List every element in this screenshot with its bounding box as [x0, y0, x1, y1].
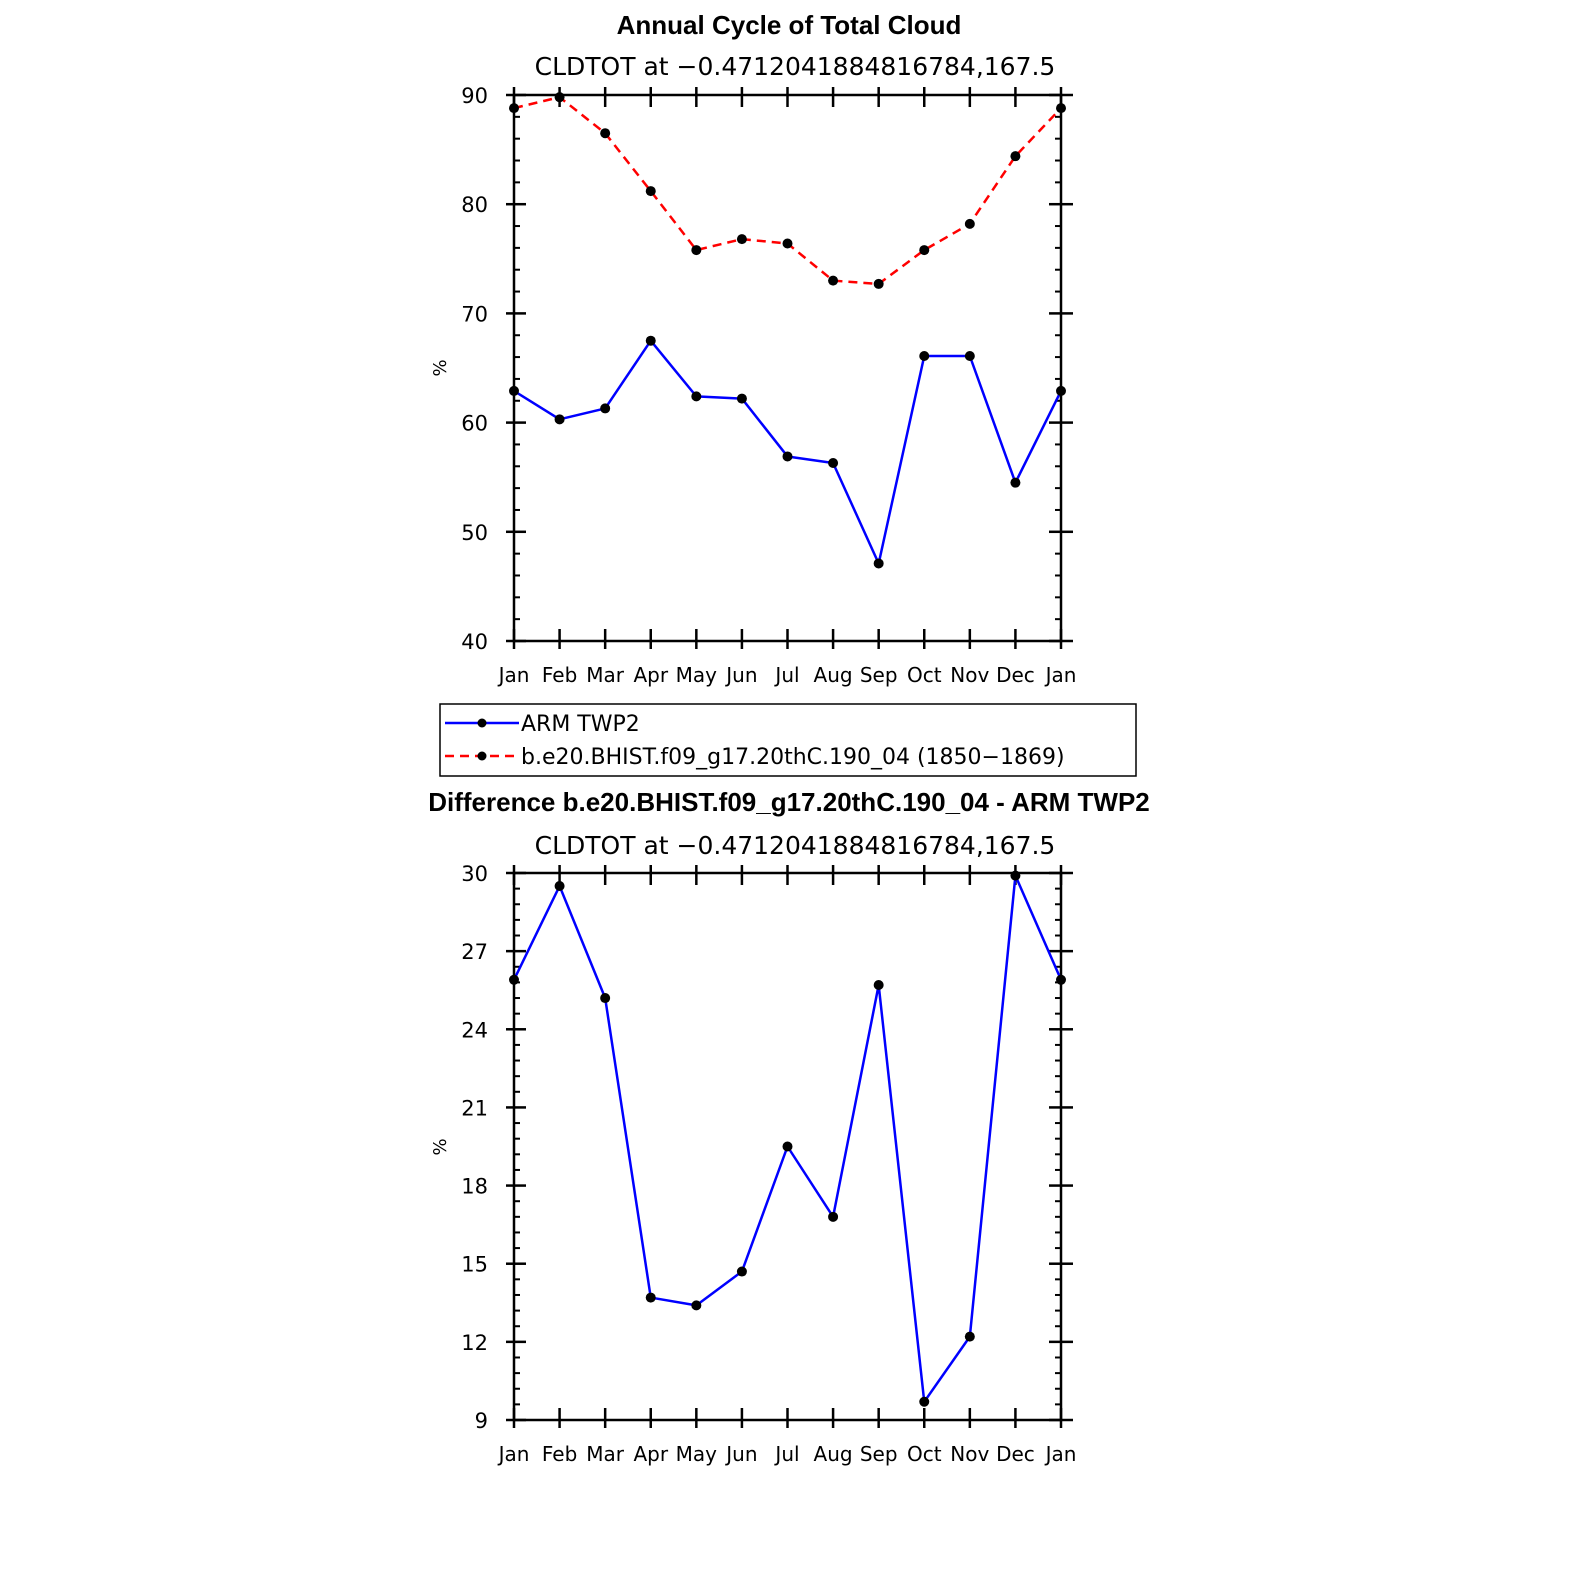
legend: ARM TWP2 b.e20.BHIST.f09_g17.20thC.190_0…: [439, 703, 1137, 777]
x-tick-label: Jan: [1044, 1442, 1077, 1466]
data-point: [645, 335, 656, 346]
chart-subtitle: CLDTOT at −0.4712041884816784,167.5: [535, 52, 1056, 81]
data-point: [828, 275, 839, 286]
data-point: [828, 1211, 839, 1222]
x-tick-label: Aug: [814, 1442, 853, 1466]
y-tick-label: 12: [461, 1331, 488, 1355]
x-tick-label: Feb: [542, 663, 577, 687]
x-tick-label: May: [676, 1442, 718, 1466]
x-tick-label: Jun: [724, 1442, 757, 1466]
x-tick-label: May: [676, 663, 718, 687]
data-point: [736, 234, 747, 245]
x-tick-label: Oct: [907, 663, 942, 687]
data-point: [736, 393, 747, 404]
data-point: [964, 218, 975, 229]
difference-chart: Difference b.e20.BHIST.f09_g17.20thC.190…: [428, 787, 1150, 1466]
data-point: [873, 278, 884, 289]
x-tick-label: Feb: [542, 1442, 577, 1466]
y-tick-label: 9: [475, 1409, 488, 1433]
data-point: [1010, 870, 1021, 881]
chart-title: Difference b.e20.BHIST.f09_g17.20thC.190…: [428, 787, 1150, 817]
data-point: [873, 558, 884, 569]
x-tick-label: Jul: [773, 1442, 799, 1466]
data-point: [782, 1141, 793, 1152]
y-tick-label: 80: [461, 193, 488, 217]
x-tick-label: Sep: [860, 1442, 898, 1466]
data-point: [1010, 151, 1021, 162]
chart-subtitle: CLDTOT at −0.4712041884816784,167.5: [535, 831, 1056, 860]
x-tick-label: Jan: [1044, 663, 1077, 687]
series-line-1: [513, 95, 1062, 286]
data-point: [873, 980, 884, 991]
series-line-0: [512, 874, 1063, 1404]
data-point: [919, 1396, 930, 1407]
y-tick-label: 90: [461, 84, 488, 108]
y-tick-label: 40: [461, 630, 488, 654]
data-point: [509, 974, 519, 985]
data-point: [828, 458, 839, 469]
x-tick-label: Jan: [497, 1442, 530, 1466]
plot-frame: [512, 93, 1063, 643]
data-point: [691, 245, 702, 256]
legend-marker-arm: [477, 718, 487, 728]
data-point: [1056, 103, 1066, 114]
legend-label-arm: ARM TWP2: [521, 712, 640, 737]
y-tick-label: 18: [461, 1175, 488, 1199]
data-point: [919, 245, 930, 256]
y-tick-label: 15: [461, 1253, 488, 1277]
y-axis-label: %: [430, 359, 451, 376]
y-tick-label: 30: [461, 862, 488, 886]
data-point: [554, 414, 565, 425]
legend-marker-model: [477, 751, 487, 761]
y-tick-label: 27: [461, 940, 488, 964]
x-tick-label: Jul: [773, 663, 799, 687]
x-tick-label: Nov: [950, 1442, 989, 1466]
x-tick-label: Dec: [996, 663, 1035, 687]
x-tick-label: Jan: [497, 663, 530, 687]
x-tick-label: Mar: [586, 1442, 625, 1466]
x-tick-label: Nov: [950, 663, 989, 687]
data-point: [645, 186, 656, 197]
data-point: [554, 881, 565, 892]
annual-cycle-chart: Annual Cycle of Total Cloud CLDTOT at −0…: [430, 10, 1076, 687]
x-tick-label: Apr: [633, 1442, 668, 1466]
data-point: [600, 403, 611, 414]
data-point: [964, 1331, 975, 1342]
y-tick-label: 21: [461, 1096, 488, 1120]
data-point: [509, 385, 519, 396]
x-tick-label: Mar: [586, 663, 625, 687]
x-tick-label: Dec: [996, 1442, 1035, 1466]
data-point: [600, 993, 611, 1004]
data-point: [1010, 477, 1021, 488]
y-tick-label: 50: [461, 521, 488, 545]
data-point: [919, 350, 930, 361]
chart-title: Annual Cycle of Total Cloud: [617, 10, 962, 40]
x-tick-label: Oct: [907, 1442, 942, 1466]
data-point: [782, 451, 793, 462]
y-tick-label: 60: [461, 412, 488, 436]
data-point: [509, 103, 519, 114]
data-point: [600, 128, 611, 139]
data-point: [782, 238, 793, 249]
data-point: [1056, 974, 1066, 985]
x-tick-label: Apr: [633, 663, 668, 687]
x-tick-label: Aug: [814, 663, 853, 687]
x-tick-label: Sep: [860, 663, 898, 687]
y-tick-label: 24: [461, 1018, 488, 1042]
data-point: [1056, 385, 1066, 396]
data-point: [691, 391, 702, 402]
data-point: [645, 1292, 656, 1303]
legend-box: [439, 703, 1137, 777]
y-axis-label: %: [430, 1138, 451, 1155]
legend-label-model: b.e20.BHIST.f09_g17.20thC.190_04 (1850−1…: [521, 745, 1065, 770]
y-tick-label: 70: [461, 302, 488, 326]
data-point: [691, 1300, 702, 1311]
x-tick-label: Jun: [724, 663, 757, 687]
data-point: [964, 350, 975, 361]
data-point: [736, 1266, 747, 1277]
data-point: [554, 92, 565, 103]
